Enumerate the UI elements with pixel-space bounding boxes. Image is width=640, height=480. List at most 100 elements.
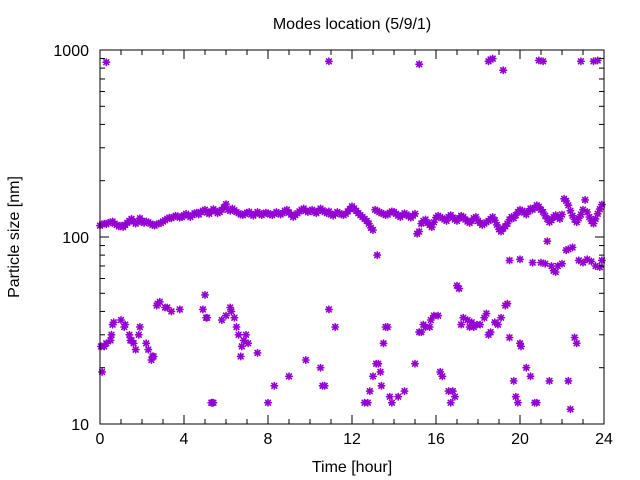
data-point	[134, 330, 143, 339]
data-point	[438, 372, 447, 381]
data-point	[515, 255, 525, 264]
data-point	[572, 339, 581, 348]
data-point	[476, 320, 485, 329]
data-point	[106, 336, 115, 345]
data-point	[125, 330, 134, 339]
data-point	[284, 372, 294, 381]
y-tick-label: 100	[62, 230, 89, 247]
x-tick-label: 8	[264, 431, 273, 448]
data-point	[532, 398, 541, 407]
data-point	[564, 376, 573, 385]
data-point	[410, 209, 420, 218]
data-point	[482, 309, 491, 318]
data-point	[221, 200, 231, 209]
x-tick-label: 0	[96, 431, 105, 448]
data-point	[131, 345, 140, 354]
data-point	[241, 330, 251, 339]
data-point	[450, 392, 459, 401]
data-point	[142, 339, 151, 348]
data-point	[385, 392, 394, 401]
y-tick-label: 1000	[53, 43, 89, 60]
data-point	[144, 345, 153, 354]
data-point	[511, 392, 520, 401]
data-point	[436, 367, 445, 376]
data-point	[455, 284, 464, 293]
data-point	[528, 258, 537, 267]
data-point	[107, 330, 116, 339]
x-tick-label: 16	[427, 431, 445, 448]
data-point	[383, 322, 392, 332]
x-axis-label: Time [hour]	[312, 459, 392, 476]
data-point	[374, 359, 383, 368]
data-point	[316, 363, 325, 372]
data-point	[505, 333, 514, 342]
data-point	[539, 57, 548, 66]
data-point	[221, 311, 231, 320]
data-point	[488, 54, 497, 63]
axes: 0 4 8 12 16 20 24 10 100 1000	[53, 43, 613, 448]
data-point	[394, 392, 403, 401]
data-point	[200, 290, 210, 299]
data-point	[526, 372, 535, 381]
data-point	[109, 318, 118, 327]
data-point	[417, 328, 426, 337]
data-point	[513, 398, 522, 407]
data-point	[331, 322, 340, 332]
data-point	[324, 57, 333, 66]
data-point	[576, 57, 585, 66]
data-point	[434, 311, 443, 320]
data-point	[236, 352, 245, 361]
data-point	[503, 219, 512, 228]
data-point	[368, 225, 378, 235]
data-point	[237, 342, 246, 351]
data-point	[551, 267, 560, 277]
data-point	[448, 387, 457, 396]
data-point	[301, 355, 310, 365]
data-point	[505, 256, 514, 265]
data-point	[324, 305, 333, 314]
data-point	[373, 251, 382, 260]
chart-title: Modes location (5/9/1)	[273, 16, 431, 33]
data-point	[415, 60, 424, 69]
data-point	[227, 307, 236, 316]
data-point	[400, 387, 409, 396]
data-point	[365, 387, 374, 396]
data-point	[387, 398, 396, 407]
x-tick-label: 4	[180, 431, 189, 448]
data-point	[209, 398, 218, 407]
data-point	[102, 58, 111, 67]
data-point	[557, 259, 567, 268]
data-point	[135, 322, 144, 332]
data-point	[230, 313, 239, 322]
data-point	[564, 201, 573, 210]
data-point	[129, 339, 138, 348]
data-point	[263, 398, 273, 407]
data-point	[415, 227, 424, 236]
data-point	[503, 299, 512, 308]
data-point	[568, 243, 577, 252]
data-point	[234, 330, 243, 339]
y-tick-label: 10	[71, 417, 89, 434]
data-point	[232, 322, 241, 332]
data-point	[570, 333, 579, 342]
data-point	[377, 381, 386, 390]
data-point	[459, 313, 468, 322]
x-tick-label: 24	[595, 431, 613, 448]
data-point	[198, 305, 207, 314]
data-point	[516, 342, 526, 351]
data-point	[410, 359, 420, 368]
data-point	[545, 376, 554, 385]
data-point	[376, 367, 385, 376]
y-axis-label: Particle size [nm]	[6, 176, 23, 298]
data-point	[486, 328, 495, 337]
data-point	[363, 398, 372, 407]
data-point	[175, 305, 184, 314]
data-point	[167, 307, 176, 316]
x-tick-label: 20	[511, 431, 529, 448]
data-point	[543, 237, 552, 246]
data-point	[203, 313, 212, 322]
data-point	[557, 210, 567, 219]
data-point	[541, 259, 550, 268]
data-point	[497, 313, 506, 322]
